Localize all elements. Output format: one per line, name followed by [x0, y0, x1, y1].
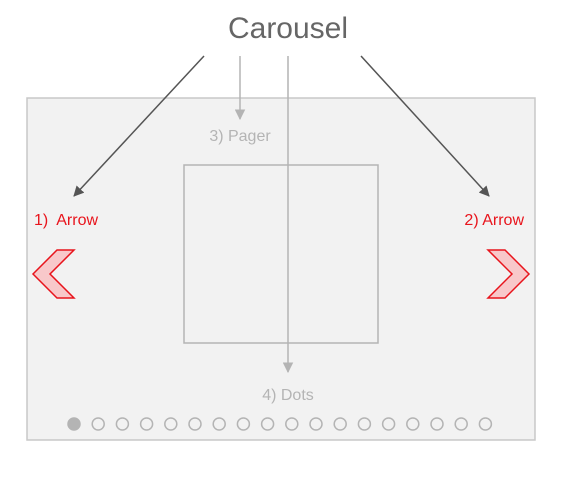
- pagination-dot[interactable]: [115, 417, 130, 431]
- pagination-dot[interactable]: [164, 417, 178, 431]
- pagination-dot[interactable]: [333, 417, 347, 431]
- pager-slide-box: [183, 164, 379, 344]
- chevron-left-icon[interactable]: [31, 249, 76, 299]
- diagram-title: Carousel: [228, 12, 348, 45]
- pagination-dot[interactable]: [430, 417, 444, 431]
- connector-right-arrow: [360, 55, 490, 197]
- pagination-dots: [67, 417, 493, 431]
- pagination-dot[interactable]: [212, 417, 226, 431]
- arrow-right-label: 2) Arrow: [464, 212, 524, 229]
- pagination-dot[interactable]: [139, 417, 154, 431]
- pagination-dot[interactable]: [309, 417, 323, 431]
- chevron-right-icon[interactable]: [486, 249, 531, 299]
- pagination-dot[interactable]: [381, 417, 396, 431]
- pagination-dot[interactable]: [478, 417, 493, 431]
- pagination-dot[interactable]: [260, 417, 275, 431]
- pagination-dot[interactable]: [236, 417, 251, 431]
- connector-left-arrow: [73, 55, 205, 197]
- pagination-dot-active[interactable]: [67, 417, 81, 431]
- dots-label: 4) Dots: [262, 387, 314, 404]
- pagination-dot[interactable]: [406, 417, 420, 431]
- pagination-dot[interactable]: [357, 417, 372, 431]
- pagination-dot[interactable]: [285, 417, 299, 431]
- arrow-left-label: 1) Arrow: [34, 212, 98, 229]
- pagination-dot[interactable]: [188, 417, 202, 431]
- pagination-dot[interactable]: [91, 417, 105, 431]
- pager-label: 3) Pager: [209, 128, 271, 145]
- pagination-dot[interactable]: [454, 417, 468, 431]
